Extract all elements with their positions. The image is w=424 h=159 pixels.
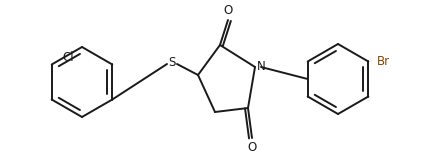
Text: O: O bbox=[247, 141, 257, 154]
Text: Cl: Cl bbox=[62, 51, 74, 64]
Text: Br: Br bbox=[377, 55, 391, 68]
Text: O: O bbox=[223, 4, 233, 17]
Text: N: N bbox=[257, 61, 266, 73]
Text: S: S bbox=[168, 55, 176, 69]
